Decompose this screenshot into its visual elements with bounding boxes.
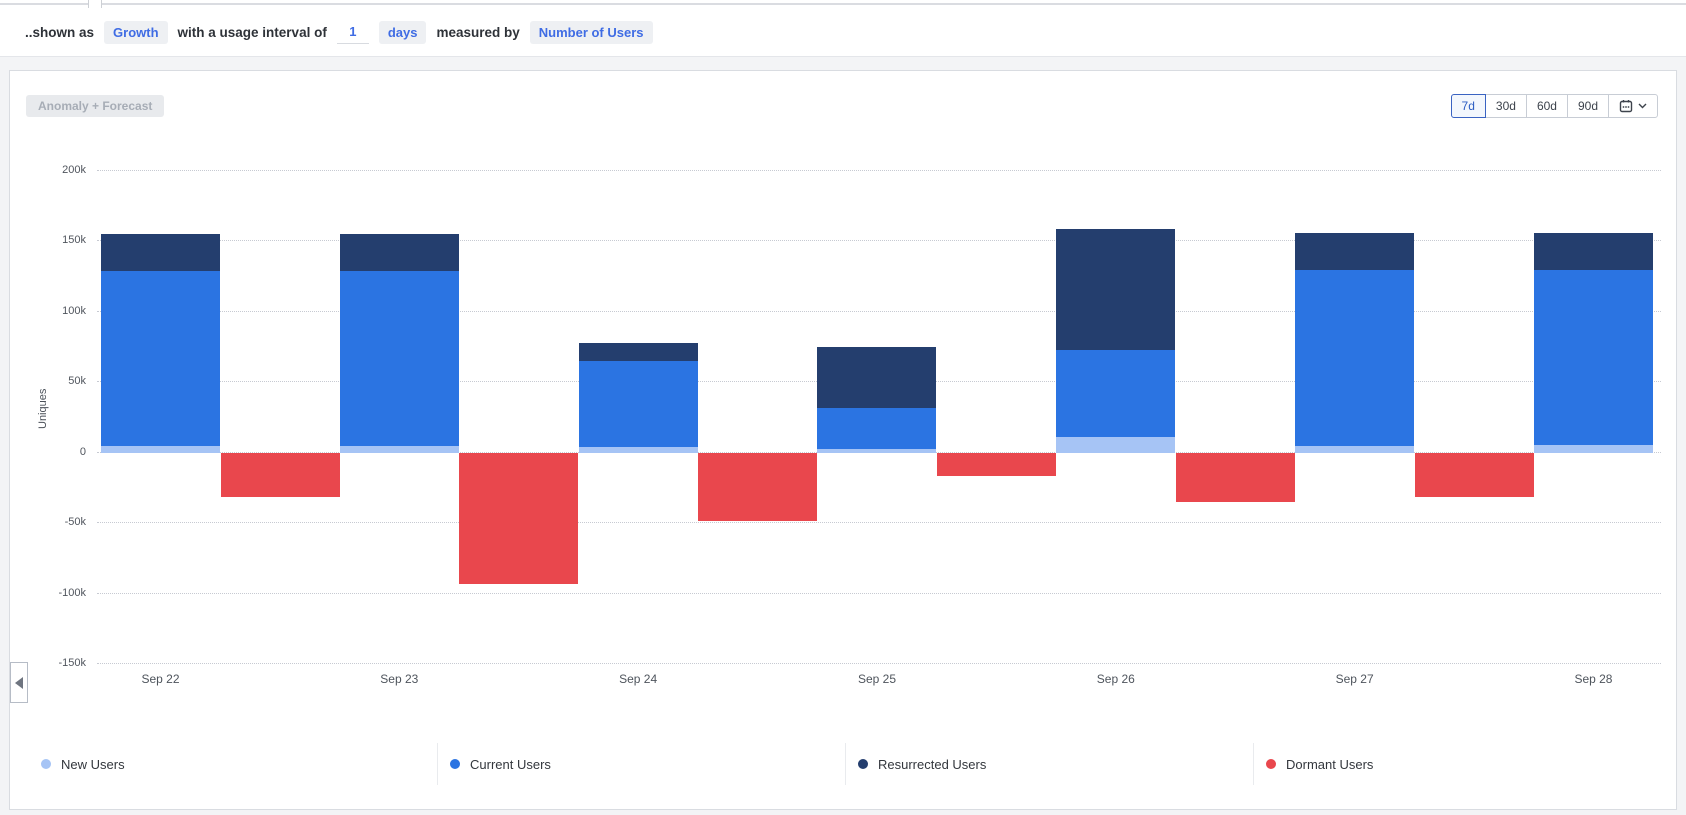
bar-segment-dormant-users-sep-23[interactable] (459, 453, 579, 585)
bar-segment-resurrected-users-sep-22[interactable] (101, 234, 220, 272)
settings-toolbar: ..shown as Growth with a usage interval … (0, 0, 1686, 57)
y-axis-tick-label: -50k (64, 516, 86, 528)
bar-segment-current-users-sep-24[interactable] (578, 361, 698, 448)
bar-segment-new-users-sep-28[interactable] (1533, 444, 1653, 453)
gridline--100k (97, 592, 1661, 594)
legend-color-dot (41, 759, 51, 769)
bar-segment-dormant-users-sep-26[interactable] (1175, 453, 1295, 503)
y-axis-tick-label: 0 (79, 445, 86, 458)
date-range-button-group: 7d 30d 60d 90d (1450, 94, 1658, 118)
legend-label: Dormant Users (1286, 756, 1374, 772)
bar-segment-current-users-sep-28[interactable] (1533, 269, 1653, 445)
bar-segment-current-users-sep-26[interactable] (1056, 350, 1176, 438)
usage-interval-label: with a usage interval of (177, 24, 327, 40)
chart-legend: New Users Current Users Resurrected Users D… (29, 743, 1661, 785)
legend-item-current-users[interactable]: Current Users (437, 743, 845, 785)
range-button-7d[interactable]: 7d (1450, 94, 1486, 118)
gridline--150k (97, 663, 1661, 664)
bar-segment-current-users-sep-23[interactable] (339, 271, 459, 446)
y-axis-tick-label: -150k (58, 657, 86, 669)
chevron-down-icon (1638, 103, 1647, 109)
range-button-60d[interactable]: 60d (1525, 94, 1568, 118)
legend-item-new-users[interactable]: New Users (29, 743, 437, 785)
legend-label: Resurrected Users (878, 756, 987, 772)
x-axis-tick-label: Sep 25 (857, 672, 896, 686)
legend-item-resurrected-users[interactable]: Resurrected Users (845, 743, 1253, 785)
legend-label: Current Users (470, 756, 551, 772)
y-axis-tick-label: 50k (68, 375, 86, 387)
bar-segment-resurrected-users-sep-26[interactable] (1056, 228, 1176, 351)
bar-segment-resurrected-users-sep-25[interactable] (817, 347, 937, 408)
gridline-100k (97, 310, 1661, 312)
x-axis-tick-label: Sep 23 (380, 672, 419, 686)
interval-value-input[interactable]: 1 (336, 20, 369, 44)
legend-label: New Users (61, 756, 125, 772)
measured-by-label: measured by (436, 24, 520, 40)
shown-as-label: ..shown as (25, 24, 95, 40)
bar-segment-resurrected-users-sep-27[interactable] (1295, 233, 1415, 270)
y-axis-tick-label: -100k (58, 586, 86, 599)
bar-segment-new-users-sep-24[interactable] (578, 447, 698, 453)
bar-segment-new-users-sep-26[interactable] (1056, 437, 1176, 453)
legend-item-dormant-users[interactable]: Dormant Users (1253, 743, 1661, 785)
bar-segment-resurrected-users-sep-24[interactable] (578, 343, 698, 362)
x-axis-tick-label: Sep 24 (619, 672, 658, 686)
gridline--50k (97, 522, 1661, 523)
measure-pill[interactable]: Number of Users (529, 20, 653, 44)
bar-segment-dormant-users-sep-22[interactable] (220, 453, 340, 497)
bar-segment-current-users-sep-22[interactable] (101, 271, 220, 446)
growth-chart-card: Anomaly + Forecast 7d 30d 60d 90d 200k 150k 1… (9, 70, 1677, 810)
y-axis-tick-label: 100k (62, 304, 86, 317)
bar-segment-current-users-sep-27[interactable] (1295, 269, 1415, 446)
gridline-150k (97, 240, 1661, 241)
top-divider (0, 3, 1686, 5)
growth-chart-plot: 200k 150k 100k 50k 0 -50k -100k -150k Uniques Sep… (10, 71, 1678, 811)
y-axis-tick-label: 150k (62, 234, 86, 246)
metric-type-pill[interactable]: Growth (104, 20, 168, 44)
bar-segment-new-users-sep-22[interactable] (101, 445, 220, 453)
x-axis-tick-label: Sep 22 (141, 672, 180, 686)
x-axis-tick-label: Sep 27 (1335, 672, 1374, 686)
x-axis-tick-label: Sep 26 (1096, 672, 1135, 686)
sidebar-collapse-handle[interactable] (10, 662, 28, 703)
chevron-left-icon (15, 676, 23, 689)
y-axis-title: Uniques (37, 388, 49, 429)
bar-segment-new-users-sep-27[interactable] (1295, 445, 1415, 453)
top-divider-notch (88, 0, 102, 8)
legend-color-dot (858, 759, 868, 769)
interval-unit-pill[interactable]: days (378, 20, 427, 44)
bar-segment-dormant-users-sep-24[interactable] (698, 453, 818, 521)
bar-segment-new-users-sep-23[interactable] (339, 445, 459, 453)
anomaly-forecast-button[interactable]: Anomaly + Forecast (26, 95, 165, 117)
bar-segment-resurrected-users-sep-28[interactable] (1533, 233, 1653, 270)
calendar-icon (1619, 100, 1633, 113)
bar-segment-dormant-users-sep-27[interactable] (1414, 453, 1534, 497)
bar-segment-new-users-sep-25[interactable] (817, 448, 937, 453)
custom-date-range-button[interactable] (1608, 94, 1658, 118)
legend-color-dot (450, 759, 460, 769)
gridline-200k (97, 169, 1661, 171)
bar-segment-dormant-users-sep-25[interactable] (936, 453, 1056, 476)
bar-segment-current-users-sep-25[interactable] (817, 407, 937, 449)
x-axis-tick-label: Sep 28 (1574, 672, 1613, 686)
legend-color-dot (1266, 759, 1276, 769)
bar-segment-resurrected-users-sep-23[interactable] (339, 234, 459, 272)
y-axis-tick-label: 200k (62, 163, 86, 176)
range-button-90d[interactable]: 90d (1566, 94, 1609, 118)
